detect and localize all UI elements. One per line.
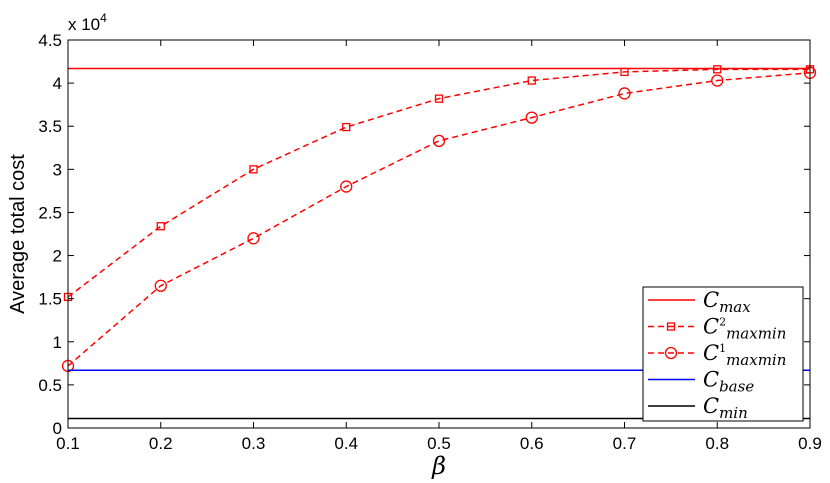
legend-label-C_min: Cmin: [703, 394, 748, 422]
point-C2_maxmin: [249, 165, 258, 174]
legend-marker-C1_maxmin: [664, 346, 678, 360]
legend-sub: min: [719, 404, 748, 422]
legend-label-C2_maxmin: C2maxmin: [703, 315, 786, 343]
y-tick-label: 1.5: [38, 290, 62, 309]
point-C1_maxmin: [247, 232, 260, 245]
y-tick-label: 0.5: [38, 376, 62, 395]
legend-sub: maxmin: [726, 351, 786, 369]
legend-main: C: [703, 315, 719, 339]
legend-sub: max: [719, 298, 751, 316]
point-C1_maxmin: [711, 74, 724, 87]
y-tick-label: 3.5: [38, 117, 62, 136]
legend-sup: 2: [719, 316, 726, 329]
point-C2_maxmin: [527, 76, 536, 85]
y-tick-label: 2: [53, 247, 62, 266]
x-tick-label: 0.1: [56, 434, 80, 453]
x-tick-label: 0.2: [149, 434, 173, 453]
x-tick-label: 0.9: [798, 434, 822, 453]
x-tick-label: 0.3: [242, 434, 266, 453]
legend-box: [642, 286, 804, 422]
point-C1_maxmin: [432, 134, 446, 148]
x-tick-label: 0.8: [705, 434, 729, 453]
series-line-C1_maxmin: [67, 72, 811, 367]
legend-sup: 1: [719, 342, 726, 355]
legend-marker-C2_maxmin: [666, 322, 676, 331]
point-C2_maxmin: [342, 122, 351, 132]
legend-main: C: [703, 341, 719, 365]
y-tick-label: 0: [53, 419, 62, 438]
legend-label-C_base: Cbase: [703, 368, 754, 396]
x-axis-label: β: [431, 452, 446, 480]
legend-label-C_max: Cmax: [703, 288, 751, 316]
y-tick-label: 1: [53, 333, 62, 352]
axes-layer: 0.1 0.2 0.3 0.4 0.5 0.6 0.7 0.8 0.9 0 0.5 1 1.5 2 2.5 3…: [7, 11, 822, 480]
y-multiplier-label: x 104: [68, 11, 107, 34]
legend-sub: base: [719, 378, 754, 396]
point-C1_maxmin: [618, 87, 631, 100]
legend-main: C: [703, 394, 719, 418]
y-multiplier-exponent: 4: [100, 11, 107, 25]
y-tick-label: 3: [53, 160, 62, 179]
y-tick-label: 2.5: [38, 203, 62, 222]
x-tick-label: 0.5: [427, 434, 451, 453]
y-tick-label: 4: [53, 74, 62, 93]
point-C1_maxmin: [154, 279, 167, 292]
point-C2_maxmin: [434, 94, 444, 103]
legend-sub: maxmin: [726, 325, 786, 343]
point-C1_maxmin: [340, 180, 353, 193]
x-tick-label: 0.7: [613, 434, 637, 453]
legend-label-C1_maxmin: C1maxmin: [703, 341, 786, 369]
point-C1_maxmin: [525, 111, 538, 124]
legend-main: C: [703, 288, 719, 312]
x-tick-label: 0.4: [334, 434, 358, 453]
point-C2_maxmin: [620, 67, 629, 77]
series-line-C2_maxmin: [67, 68, 810, 298]
x-tick-label: 0.6: [520, 434, 544, 453]
point-C2_maxmin: [713, 65, 722, 74]
y-axis-label: Average total cost: [7, 154, 29, 314]
y-tick-label: 4.5: [38, 31, 62, 50]
point-C2_maxmin: [156, 222, 165, 231]
legend-main: C: [703, 368, 719, 392]
